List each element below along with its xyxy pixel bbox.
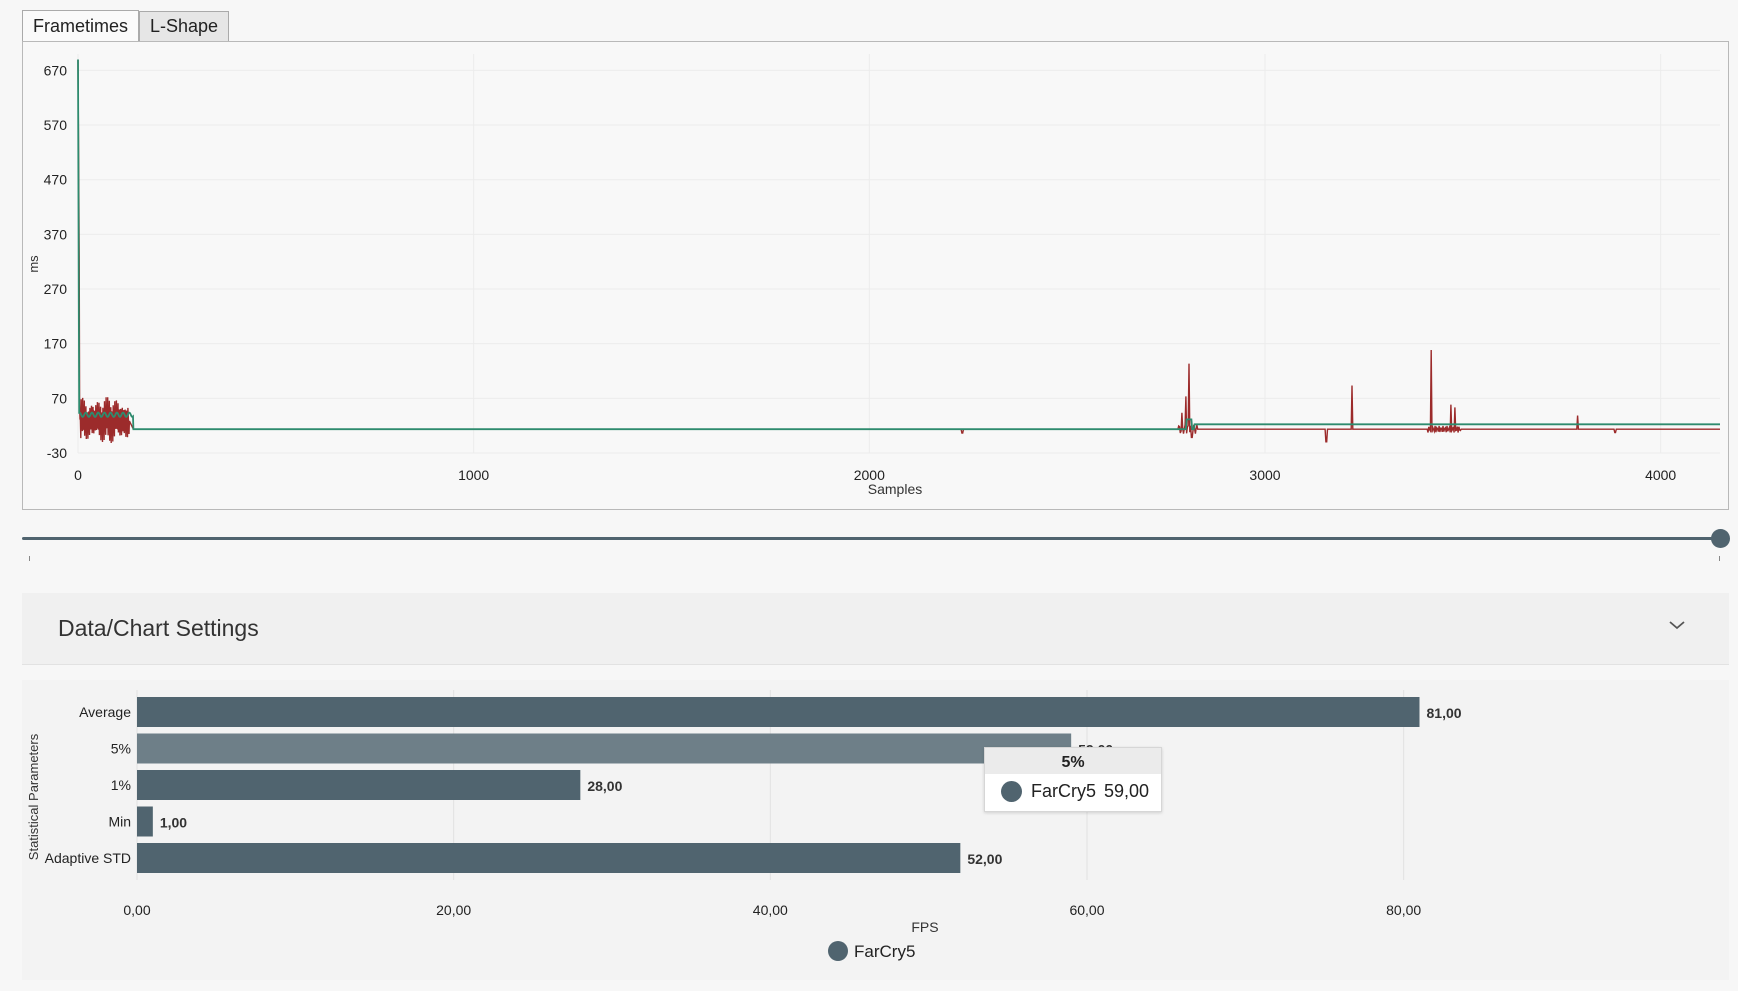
- frametimes-chart-panel: 670 570 470 370 270 170 70 -30 0 1000 2000 3000 4000…: [22, 41, 1729, 510]
- data-chart-settings-expander[interactable]: Data/Chart Settings: [22, 593, 1729, 665]
- range-slider[interactable]: [22, 524, 1730, 561]
- bar-1-[interactable]: [137, 770, 581, 800]
- frametimes-y-tick: 70: [51, 390, 67, 406]
- slider-thumb[interactable]: [1711, 529, 1730, 548]
- category-label: Min: [108, 814, 131, 830]
- tooltip-title: 5%: [985, 748, 1161, 774]
- bar-5-[interactable]: [137, 733, 1072, 764]
- slider-track[interactable]: [22, 537, 1722, 540]
- stats-chart-panel: Average 5% 1% Min Adaptive STD 81,00 59,00 28,…: [22, 680, 1729, 980]
- settings-title: Data/Chart Settings: [58, 615, 259, 641]
- bar-value-label: 28,00: [587, 778, 622, 794]
- bar-adaptive-std[interactable]: [137, 843, 961, 873]
- legend-dot-farcry5: [828, 941, 848, 961]
- frametimes-x-axis-label: Samples: [868, 481, 922, 497]
- frametimes-x-tick: 0: [74, 467, 82, 483]
- stats-bar-chart: Average 5% 1% Min Adaptive STD 81,00 59,00 28,…: [26, 690, 1462, 961]
- chevron-down-icon[interactable]: [1665, 613, 1689, 637]
- bar-value-label: 52,00: [967, 851, 1002, 867]
- frametimes-chart: 670 570 470 370 270 170 70 -30 0 1000 2000 3000 4000…: [26, 54, 1720, 497]
- stats-x-tick: 20,00: [436, 902, 471, 918]
- stats-x-axis-label: FPS: [911, 919, 938, 935]
- stats-x-tick: 0,00: [123, 902, 150, 918]
- category-label: 5%: [111, 741, 131, 757]
- tooltip-row: FarCry5 59,00: [985, 774, 1161, 802]
- tab-frametimes[interactable]: Frametimes: [22, 10, 140, 41]
- bar-value-label: 1,00: [160, 815, 187, 831]
- tooltip-value: 59,00: [1104, 781, 1150, 801]
- tab-l-shape[interactable]: L-Shape: [139, 11, 230, 41]
- category-label: 1%: [111, 777, 131, 793]
- stats-x-tick: 60,00: [1069, 902, 1104, 918]
- bar-min[interactable]: [137, 806, 153, 837]
- slider-tick-end: [1719, 556, 1720, 561]
- stats-y-axis-label: Statistical Parameters: [26, 733, 41, 860]
- frametimes-y-tick: -30: [47, 445, 67, 461]
- frametimes-y-axis-label: ms: [26, 255, 41, 273]
- bar-value-label: 81,00: [1427, 705, 1462, 721]
- stats-x-tick: 40,00: [753, 902, 788, 918]
- bar-average[interactable]: [137, 697, 1420, 727]
- frametimes-x-tick: 4000: [1645, 467, 1676, 483]
- frametimes-y-tick: 270: [44, 281, 68, 297]
- tooltip-series-name: FarCry5: [1031, 781, 1097, 801]
- bar-tooltip: 5% FarCry5 59,00: [984, 747, 1162, 812]
- legend-label-farcry5[interactable]: FarCry5: [854, 942, 915, 961]
- frametimes-x-tick: 1000: [458, 467, 489, 483]
- frametimes-y-tick: 470: [44, 172, 68, 188]
- frametimes-smoothed-line: [77, 59, 1720, 431]
- tooltip-series-dot: [1001, 781, 1022, 802]
- frametimes-y-tick: 370: [44, 226, 68, 242]
- stats-x-tick: 80,00: [1386, 902, 1421, 918]
- chart-tabs: Frametimes L-Shape: [22, 10, 230, 41]
- frametimes-raw-line: [77, 59, 1720, 444]
- category-label: Average: [79, 704, 131, 720]
- frametimes-y-tick: 170: [44, 336, 68, 352]
- frametimes-x-tick: 3000: [1249, 467, 1280, 483]
- slider-tick-start: [29, 556, 30, 561]
- frametimes-y-tick: 670: [44, 62, 68, 78]
- frametimes-x-tick: 2000: [854, 467, 885, 483]
- frametimes-y-tick: 570: [44, 117, 68, 133]
- category-label: Adaptive STD: [45, 850, 131, 866]
